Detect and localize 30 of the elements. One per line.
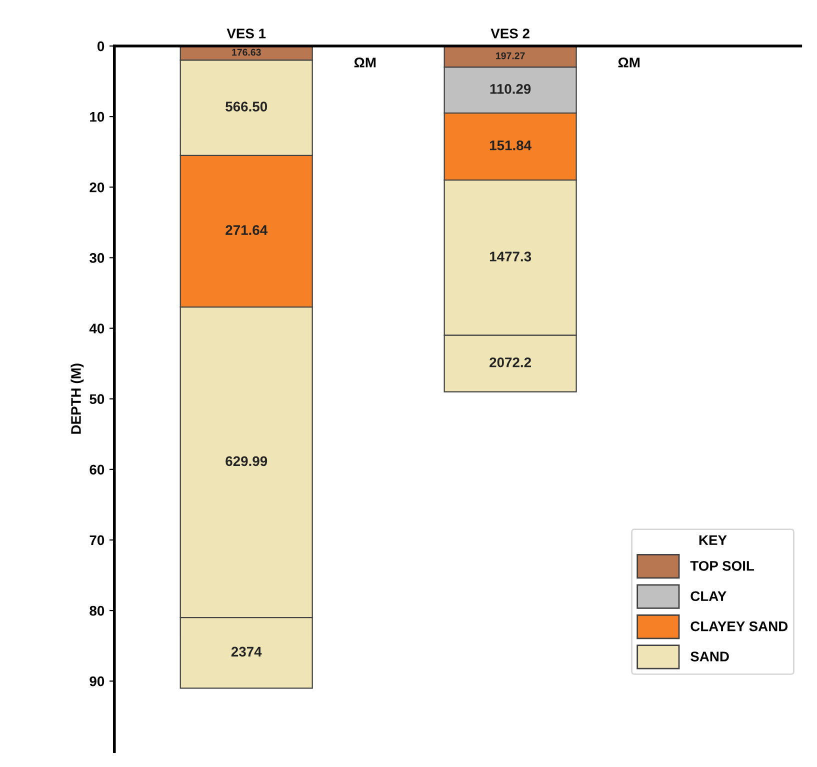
- annotation: 197.27: [496, 52, 525, 60]
- annotation: 176.63: [232, 48, 261, 56]
- y-tick-label: 20: [90, 182, 104, 192]
- legend-label: CLAY: [690, 591, 726, 602]
- y-tick-label: 50: [90, 394, 104, 404]
- annotation: 1477.3: [490, 252, 532, 262]
- annotation: 151.84: [490, 140, 532, 150]
- legend-label: SAND: [690, 652, 729, 662]
- annotation: ΩM: [354, 58, 376, 68]
- y-tick-label: 10: [90, 112, 104, 122]
- y-tick-label: 0: [97, 41, 104, 52]
- legend-title: KEY: [699, 535, 727, 545]
- legend-label: TOP SOIL: [690, 560, 754, 571]
- annotation: 629.99: [226, 456, 268, 466]
- annotation: 2072.2: [490, 357, 531, 368]
- y-tick-label: 60: [90, 464, 104, 475]
- x-tick-label: VES 1: [226, 28, 266, 38]
- y-tick-label: 90: [90, 676, 104, 686]
- annotation: 566.50: [226, 102, 268, 112]
- annotation: 110.29: [490, 84, 531, 94]
- y-tick-label: 40: [89, 324, 104, 334]
- legend-label: CLAYEY SAND: [690, 621, 788, 632]
- annotation: 271.64: [226, 225, 268, 235]
- annotation: 2374: [231, 646, 262, 657]
- y-tick-label: 70: [90, 535, 104, 546]
- annotation: ΩM: [618, 58, 640, 68]
- y-tick-label: 30: [90, 253, 104, 263]
- x-tick-label: VES 2: [490, 28, 530, 38]
- y-axis-title: DEPTH (M): [70, 364, 84, 434]
- y-tick-label: 80: [90, 606, 104, 616]
